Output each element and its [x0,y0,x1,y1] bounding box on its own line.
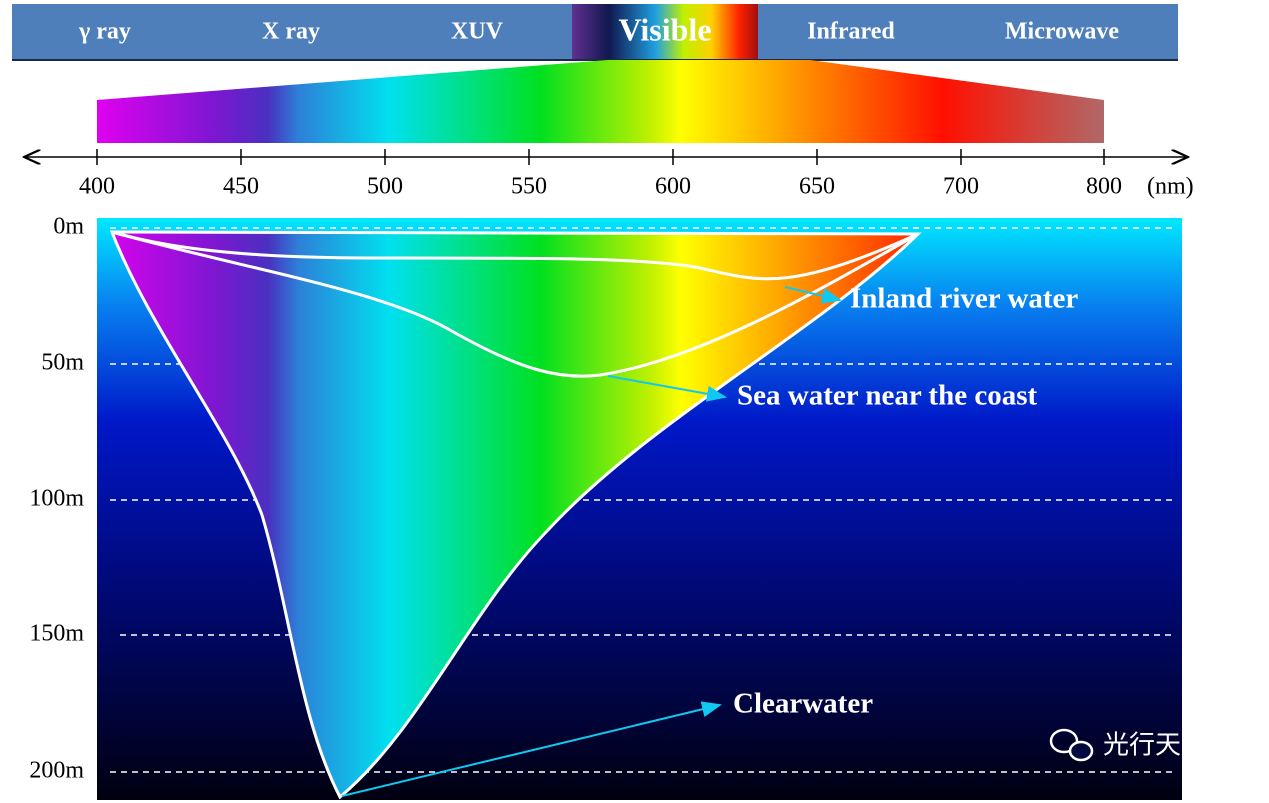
annotation: Sea water near the coast [737,380,1037,412]
band-label: γ ray [78,19,131,45]
band-label: X ray [262,19,320,45]
inland-curve [111,230,919,281]
visible-band [572,4,758,60]
depth-label: 150m [29,621,84,647]
arrow [784,286,842,304]
tick-label: 550 [511,174,547,200]
arrow [607,375,727,402]
tick-label: 800 [1086,174,1122,200]
band-label: Infrared [807,19,895,45]
depth-label: 50m [41,350,84,376]
tick-label: 600 [655,174,691,200]
annotation: Clearwater [733,688,873,720]
arrow [341,701,722,797]
band-label: Microwave [1005,19,1120,45]
depth-label: 200m [29,758,84,784]
tick-label: 700 [943,174,979,200]
spectrum-strip [97,60,1104,143]
annotation: Inland river water [850,283,1078,315]
tick-label: 400 [79,174,115,200]
tick-label: 500 [367,174,403,200]
axis-unit: (nm) [1147,174,1194,200]
tick-label: 650 [799,174,835,200]
depth-label: 0m [53,214,84,240]
band-label: Visible [618,11,711,47]
tick-label: 450 [223,174,259,200]
band-label: XUV [451,19,504,45]
watermark: 光行天下 [1103,731,1207,761]
watermark-icon [1049,728,1094,762]
coast-curve [111,230,919,378]
depth-label: 100m [29,486,84,512]
